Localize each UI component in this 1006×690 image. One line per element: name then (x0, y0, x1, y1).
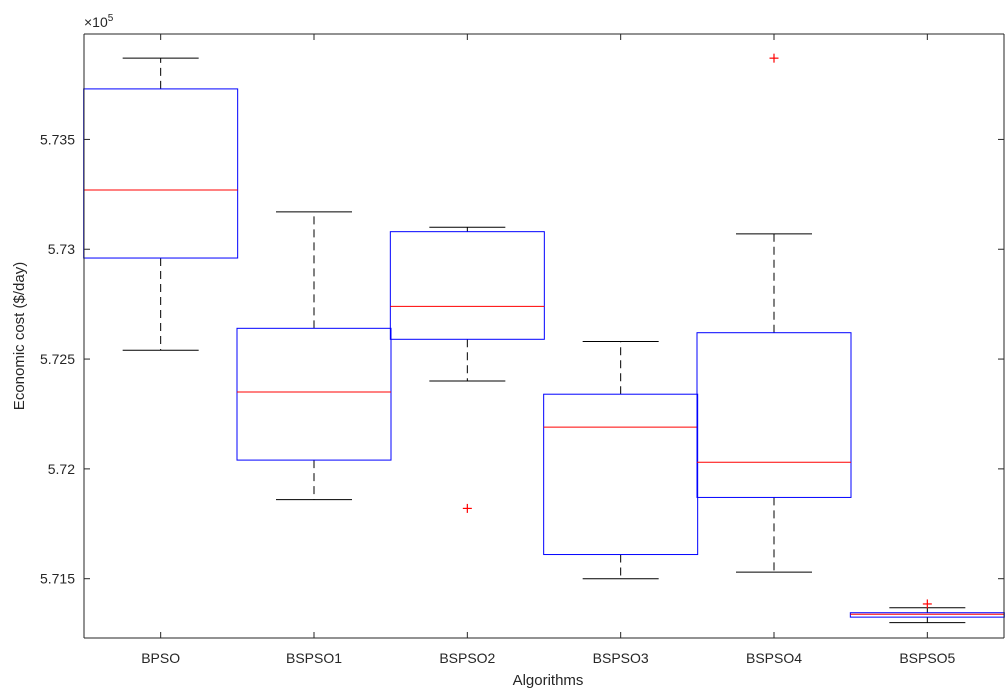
outlier-marker (462, 503, 472, 513)
box-group-bspso4 (696, 53, 852, 573)
box-iqr (543, 393, 699, 556)
y-tick-label: 5.725 (40, 351, 75, 367)
y-tick-label: 5.715 (40, 571, 75, 587)
box-iqr (236, 327, 392, 461)
y-tick-label: 5.735 (40, 131, 75, 147)
box-group-bspso3 (543, 340, 699, 580)
box-group-bspso1 (236, 211, 392, 501)
y-axis-exponent-label: ×105 (84, 13, 114, 30)
x-tick-label: BSPSO5 (899, 650, 955, 666)
box-group-bspso2 (389, 226, 545, 513)
x-tick-label: BSPSO2 (439, 650, 495, 666)
x-axis-title: Algorithms (513, 672, 584, 689)
outlier-marker (922, 599, 932, 609)
box-iqr (389, 231, 545, 340)
x-tick-label: BSPSO3 (593, 650, 649, 666)
y-tick-label: 5.73 (48, 241, 75, 257)
y-axis-title: Economic cost ($/day) (11, 262, 28, 410)
y-tick-label: 5.72 (48, 461, 75, 477)
x-tick-label: BPSO (141, 650, 180, 666)
box-iqr (696, 332, 852, 498)
outlier-marker (769, 53, 779, 63)
x-tick-label: BSPSO1 (286, 650, 342, 666)
x-tick-label: BSPSO4 (746, 650, 802, 666)
